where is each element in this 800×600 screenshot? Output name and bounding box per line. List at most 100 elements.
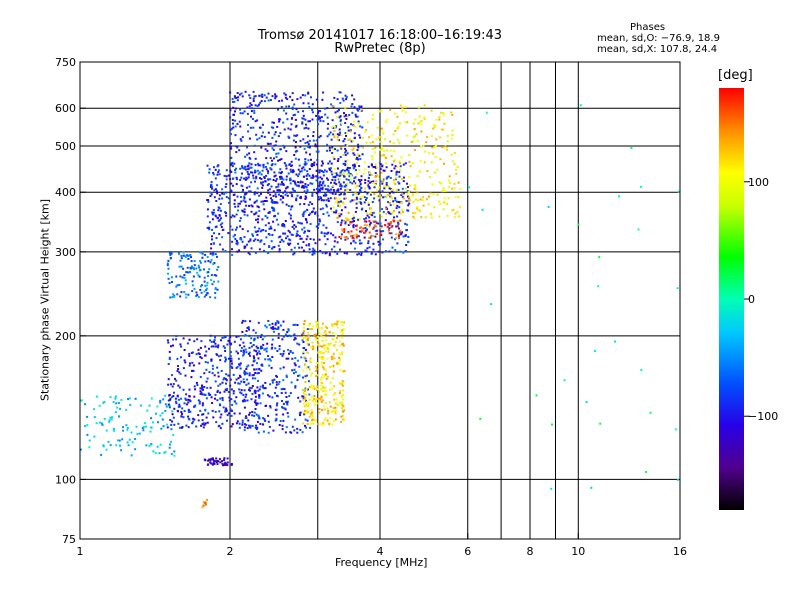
data-point bbox=[446, 214, 449, 217]
data-point bbox=[255, 413, 258, 416]
data-point bbox=[334, 418, 337, 421]
data-point bbox=[251, 205, 254, 208]
data-point bbox=[261, 392, 264, 395]
data-point bbox=[191, 369, 194, 372]
data-point bbox=[352, 167, 355, 170]
data-point bbox=[402, 251, 405, 254]
data-point bbox=[417, 106, 420, 109]
data-point bbox=[213, 262, 216, 264]
data-point bbox=[347, 169, 350, 172]
data-point bbox=[254, 408, 257, 410]
data-point bbox=[257, 172, 260, 175]
data-point bbox=[369, 193, 372, 196]
data-point bbox=[248, 374, 251, 377]
stats-x-mode: mean, sd,X: 107.8, 24.4 bbox=[597, 44, 718, 55]
data-point bbox=[356, 184, 359, 187]
data-point bbox=[264, 200, 266, 202]
data-point bbox=[241, 172, 243, 175]
data-point bbox=[210, 243, 213, 246]
data-point bbox=[294, 364, 297, 367]
data-point bbox=[269, 225, 272, 228]
data-point bbox=[330, 207, 332, 210]
data-point bbox=[360, 252, 363, 255]
data-point bbox=[176, 284, 179, 287]
data-point bbox=[282, 419, 285, 422]
data-point bbox=[162, 398, 165, 401]
data-point bbox=[360, 175, 363, 178]
data-point bbox=[333, 322, 336, 325]
data-point bbox=[265, 96, 268, 99]
data-point bbox=[337, 201, 340, 204]
data-point bbox=[282, 335, 285, 338]
data-point bbox=[309, 386, 312, 389]
data-point bbox=[289, 182, 292, 185]
data-point bbox=[390, 236, 393, 239]
data-point bbox=[245, 365, 248, 368]
data-point bbox=[330, 232, 332, 235]
data-point bbox=[321, 98, 324, 101]
data-point bbox=[344, 169, 346, 172]
data-point bbox=[382, 178, 385, 181]
data-point bbox=[399, 219, 402, 222]
data-point bbox=[238, 412, 241, 415]
data-point bbox=[398, 175, 401, 178]
data-point bbox=[232, 373, 235, 376]
data-point bbox=[170, 276, 173, 279]
data-point bbox=[346, 166, 349, 169]
data-point bbox=[210, 274, 213, 277]
data-point bbox=[343, 197, 346, 200]
data-point bbox=[178, 403, 181, 406]
data-points-layer bbox=[79, 90, 680, 509]
data-point bbox=[341, 342, 344, 345]
data-point bbox=[384, 224, 387, 227]
data-point bbox=[294, 146, 297, 149]
data-point bbox=[333, 96, 336, 99]
data-point bbox=[214, 287, 217, 290]
data-point bbox=[365, 197, 368, 200]
data-point bbox=[455, 172, 458, 175]
data-point bbox=[308, 139, 311, 142]
data-point bbox=[244, 348, 247, 351]
data-point bbox=[214, 397, 216, 400]
data-point bbox=[266, 162, 269, 165]
data-point bbox=[271, 147, 274, 150]
data-point bbox=[364, 249, 367, 252]
data-point bbox=[286, 98, 289, 101]
data-point bbox=[290, 205, 293, 208]
data-point bbox=[212, 280, 215, 283]
data-point bbox=[293, 227, 296, 230]
data-point bbox=[236, 123, 239, 125]
data-point bbox=[252, 329, 255, 332]
data-point bbox=[285, 112, 288, 115]
data-point bbox=[258, 396, 261, 399]
data-point bbox=[310, 374, 313, 377]
data-point bbox=[267, 320, 270, 322]
data-point bbox=[381, 165, 384, 168]
data-point bbox=[338, 360, 341, 362]
data-point bbox=[321, 356, 324, 358]
data-point bbox=[172, 293, 175, 296]
data-point bbox=[311, 163, 314, 165]
data-point bbox=[407, 241, 410, 243]
data-point bbox=[108, 419, 111, 422]
data-point bbox=[358, 230, 361, 233]
data-point bbox=[326, 127, 329, 130]
data-point bbox=[401, 109, 404, 112]
data-point bbox=[214, 226, 217, 229]
data-point bbox=[241, 419, 244, 422]
data-point bbox=[290, 431, 293, 434]
data-point bbox=[450, 153, 453, 156]
data-point bbox=[170, 453, 173, 455]
data-point bbox=[139, 404, 142, 407]
data-point bbox=[378, 110, 381, 113]
data-point bbox=[126, 441, 129, 444]
data-point bbox=[251, 392, 254, 395]
data-point bbox=[186, 271, 189, 274]
data-point bbox=[264, 215, 267, 217]
data-point bbox=[339, 369, 342, 372]
data-point bbox=[328, 423, 331, 426]
data-point bbox=[577, 223, 580, 226]
data-point bbox=[295, 199, 298, 202]
data-point bbox=[452, 208, 455, 211]
data-point bbox=[372, 113, 374, 116]
